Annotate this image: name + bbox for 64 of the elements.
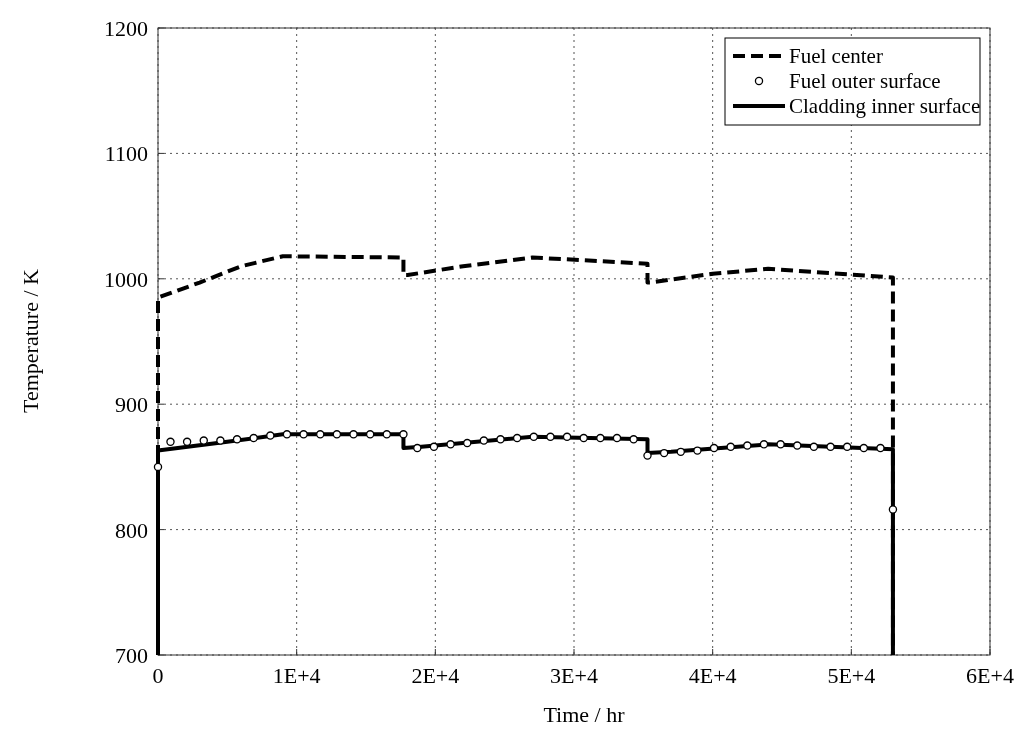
y-tick-label: 700 [115,643,148,668]
point [479,436,489,445]
point [399,430,408,439]
point [629,435,638,444]
point [793,441,802,450]
point [429,442,439,452]
x-tick-label: 4E+4 [688,663,737,688]
point [659,448,669,458]
point [612,433,622,443]
point [266,431,275,440]
point [709,443,719,453]
x-tick-label: 1E+4 [272,663,321,688]
point [643,451,652,460]
point [809,442,819,452]
point [859,443,869,453]
point [413,443,422,453]
y-tick-label: 1200 [104,16,148,41]
point [776,440,785,449]
point [512,433,522,443]
y-tick-label: 1100 [104,141,148,167]
y-tick-label: 1000 [104,266,148,292]
point [382,430,392,439]
point [496,435,505,444]
point [529,432,538,442]
point [546,432,555,442]
point [182,437,192,447]
legend-label: Fuel outer surface [789,69,941,93]
point [693,446,702,455]
point [826,442,835,452]
point [349,430,358,439]
x-tick-label: 2E+4 [411,663,460,688]
point [562,432,572,442]
x-tick-label: 5E+4 [827,663,876,688]
x-axis-title: Time / hr [543,702,626,727]
point [596,433,605,443]
point [216,436,225,445]
point [316,430,325,439]
point [199,436,208,445]
point [365,430,375,439]
x-tick-label: 3E+4 [550,663,598,688]
point [463,438,472,448]
y-tick-label: 900 [115,392,148,418]
point [249,433,258,443]
point [579,433,588,443]
point [759,440,769,449]
y-axis-title: Temperature / K [18,268,43,413]
point [153,462,163,472]
x-tick-label: 0 [152,663,164,688]
point [332,430,342,439]
point [876,443,885,453]
point [166,437,175,447]
legend-label: Cladding inner surface [789,94,981,118]
legend-label: Fuel center [789,44,883,68]
point [446,440,455,449]
point [842,442,852,452]
point [888,505,898,514]
point [743,441,752,450]
x-tick-label: 6E+4 [966,663,1014,688]
y-tick-label: 800 [115,517,148,543]
point [676,447,685,457]
point [282,430,292,439]
point [726,442,735,452]
point [232,435,242,444]
point [299,430,308,439]
